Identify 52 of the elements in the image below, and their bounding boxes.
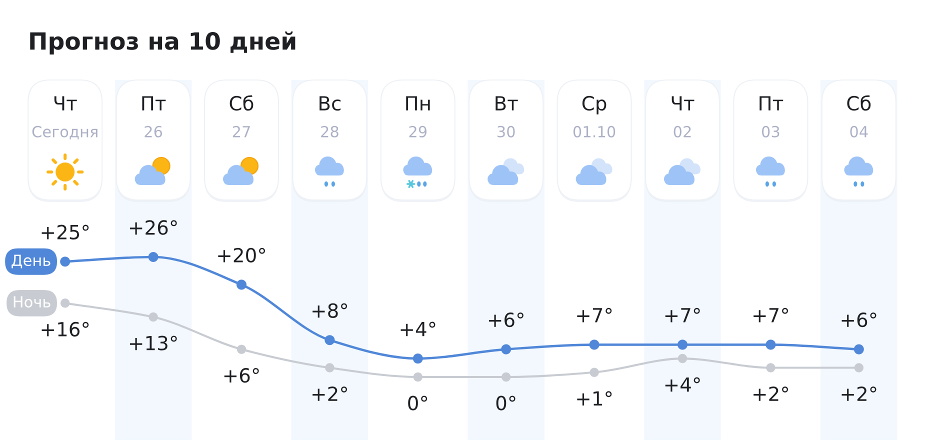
data-label: +6°	[488, 312, 524, 328]
point	[413, 372, 423, 382]
data-label: +2°	[842, 386, 876, 401]
x-tick-label: Сб 27	[230, 95, 254, 138]
point	[501, 344, 512, 354]
point	[236, 280, 247, 290]
data-label: +20°	[218, 248, 266, 263]
data-label: +6°	[842, 312, 876, 328]
data-label: +26°	[130, 220, 177, 235]
point	[854, 344, 864, 354]
series-label: День	[12, 254, 50, 268]
x-tick-label: Пт 03	[760, 96, 784, 138]
point	[325, 363, 334, 372]
point	[324, 335, 335, 346]
data-label: +6°	[224, 368, 259, 383]
data-label: 0°	[496, 396, 516, 410]
x-tick-label: Ср 01.10	[573, 96, 616, 138]
point	[60, 256, 70, 267]
point	[590, 368, 599, 377]
data-label: +4°	[665, 377, 700, 392]
data-label: +1°	[577, 391, 612, 406]
data-label: +7°	[754, 308, 788, 322]
point	[589, 340, 600, 350]
data-label: +4°	[400, 322, 436, 336]
data-label: +7°	[577, 308, 612, 322]
data-label: 0°	[408, 396, 428, 410]
x-tick-label: Пн 29	[406, 96, 430, 138]
x-tick-label: Чт 02	[672, 96, 694, 138]
data-label: +16°	[42, 322, 89, 337]
data-label: +25°	[42, 224, 89, 240]
chart-title: Прогноз на 10 дней	[30, 32, 296, 54]
point	[236, 344, 246, 354]
x-tick-label: Пт 26	[142, 96, 166, 138]
point	[854, 363, 864, 372]
data-label: +8°	[312, 303, 348, 318]
point	[766, 363, 776, 372]
x-tick-label: Вт 30	[496, 96, 518, 138]
data-label: +13°	[130, 336, 177, 350]
x-tick-label: Сб 04	[847, 95, 871, 138]
point	[148, 312, 158, 322]
point	[766, 340, 776, 350]
point	[148, 252, 158, 262]
x-tick-label: Вс 28	[320, 96, 341, 138]
data-label: +7°	[665, 308, 700, 322]
point	[412, 354, 423, 364]
point	[678, 354, 688, 364]
data-label: +2°	[754, 386, 788, 401]
x-tick-label: Чт Сегодня	[32, 96, 98, 140]
point	[677, 340, 688, 350]
point	[60, 298, 70, 308]
data-label: +2°	[312, 386, 348, 401]
point	[501, 372, 511, 382]
